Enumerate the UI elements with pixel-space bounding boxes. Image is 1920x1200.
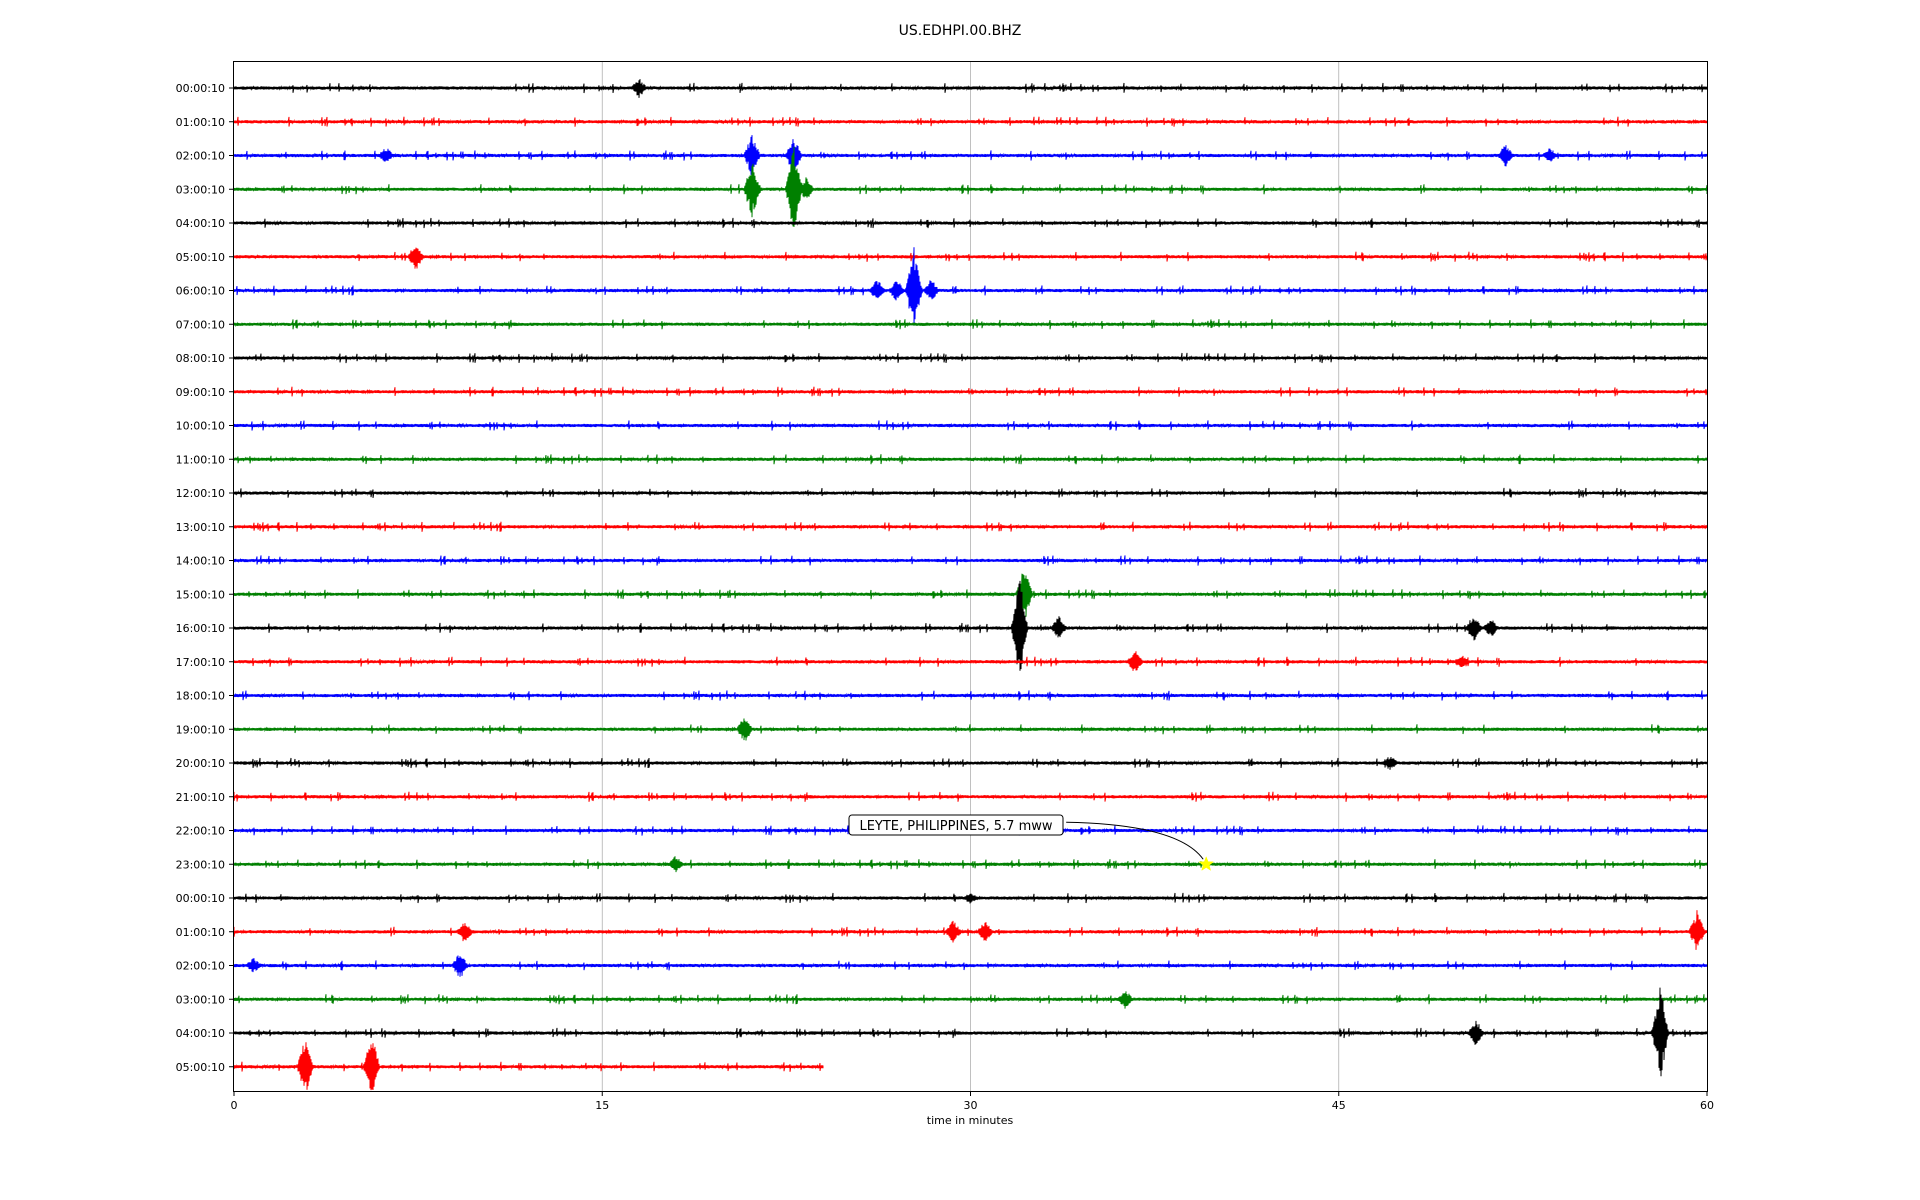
trace-row <box>233 955 1708 977</box>
row-time-label: 18:00:10 <box>176 690 225 703</box>
event-star-marker <box>1198 856 1214 871</box>
trace-row <box>233 135 1708 175</box>
row-time-label: 12:00:10 <box>176 487 225 500</box>
chart-title: US.EDHPI.00.BHZ <box>899 23 1022 39</box>
trace-row <box>233 352 1708 364</box>
x-axis-label: time in minutes <box>927 1114 1014 1127</box>
row-time-label: 19:00:10 <box>176 723 225 736</box>
trace-row <box>233 116 1708 127</box>
trace-row <box>233 718 1708 741</box>
row-time-label: 00:00:10 <box>176 82 225 95</box>
trace-row <box>233 386 1708 397</box>
row-time-label: 10:00:10 <box>176 420 225 433</box>
row-time-label: 05:00:10 <box>176 251 225 264</box>
trace-row <box>233 454 1708 465</box>
x-grid <box>601 62 1340 1091</box>
row-time-label: 03:00:10 <box>176 993 225 1006</box>
row-time-label: 06:00:10 <box>176 285 225 298</box>
row-time-label: 04:00:10 <box>176 217 225 230</box>
x-tick-label: 15 <box>595 1099 609 1112</box>
x-tick-label: 30 <box>964 1099 978 1112</box>
trace-row <box>233 319 1708 330</box>
row-time-label: 11:00:10 <box>176 453 225 466</box>
trace-group <box>233 79 1708 1091</box>
row-time-label: 01:00:10 <box>176 116 225 129</box>
annotation-arrow <box>1066 821 1204 860</box>
row-time-label: 16:00:10 <box>176 622 225 635</box>
trace-row <box>233 247 1708 269</box>
row-time-label: 21:00:10 <box>176 791 225 804</box>
row-time-label: 05:00:10 <box>176 1061 225 1074</box>
trace-row <box>233 146 1708 227</box>
trace-row <box>233 521 1708 532</box>
x-tick-label: 60 <box>1700 1099 1714 1112</box>
row-time-label: 23:00:10 <box>176 858 225 871</box>
trace-row <box>233 247 1708 326</box>
row-time-label: 04:00:10 <box>176 1027 225 1040</box>
x-axis-ticks: 0 15 30 45 60 <box>231 1091 1714 1112</box>
trace-row <box>233 1042 824 1091</box>
trace-row <box>233 892 1708 904</box>
trace-row <box>233 217 1708 229</box>
trace-row <box>233 910 1708 950</box>
trace-row <box>233 573 1708 617</box>
trace-row <box>233 856 1708 873</box>
trace-row <box>233 987 1708 1077</box>
row-time-label: 03:00:10 <box>176 183 225 196</box>
event-annotation: LEYTE, PHILIPPINES, 5.7 mww <box>848 814 1214 871</box>
row-time-label: 01:00:10 <box>176 926 225 939</box>
trace-row <box>233 651 1708 671</box>
row-time-label: 20:00:10 <box>176 757 225 770</box>
annotation-label: LEYTE, PHILIPPINES, 5.7 mww <box>859 819 1052 834</box>
trace-row <box>233 991 1708 1009</box>
row-time-label: 15:00:10 <box>176 588 225 601</box>
row-time-label: 17:00:10 <box>176 656 225 669</box>
row-time-label: 02:00:10 <box>176 150 225 163</box>
row-time-labels: 00:00:10 01:00:10 02:00:10 03:00:10 04:00:10… <box>176 82 234 1074</box>
row-time-label: 08:00:10 <box>176 352 225 365</box>
row-time-label: 09:00:10 <box>176 386 225 399</box>
row-time-label: 13:00:10 <box>176 521 225 534</box>
trace-row <box>233 555 1708 566</box>
trace-row <box>233 79 1708 98</box>
row-time-label: 22:00:10 <box>176 825 225 838</box>
row-time-label: 00:00:10 <box>176 892 225 905</box>
trace-row <box>233 791 1708 802</box>
row-time-label: 02:00:10 <box>176 960 225 973</box>
row-time-label: 07:00:10 <box>176 318 225 331</box>
trace-row <box>233 487 1708 499</box>
trace-row <box>233 756 1708 770</box>
trace-row <box>233 420 1708 431</box>
trace-row <box>233 690 1708 701</box>
row-time-label: 14:00:10 <box>176 555 225 568</box>
x-tick-label: 45 <box>1332 1099 1346 1112</box>
annotation-box <box>848 814 1064 836</box>
x-tick-label: 0 <box>231 1099 238 1112</box>
trace-row <box>233 580 1708 671</box>
